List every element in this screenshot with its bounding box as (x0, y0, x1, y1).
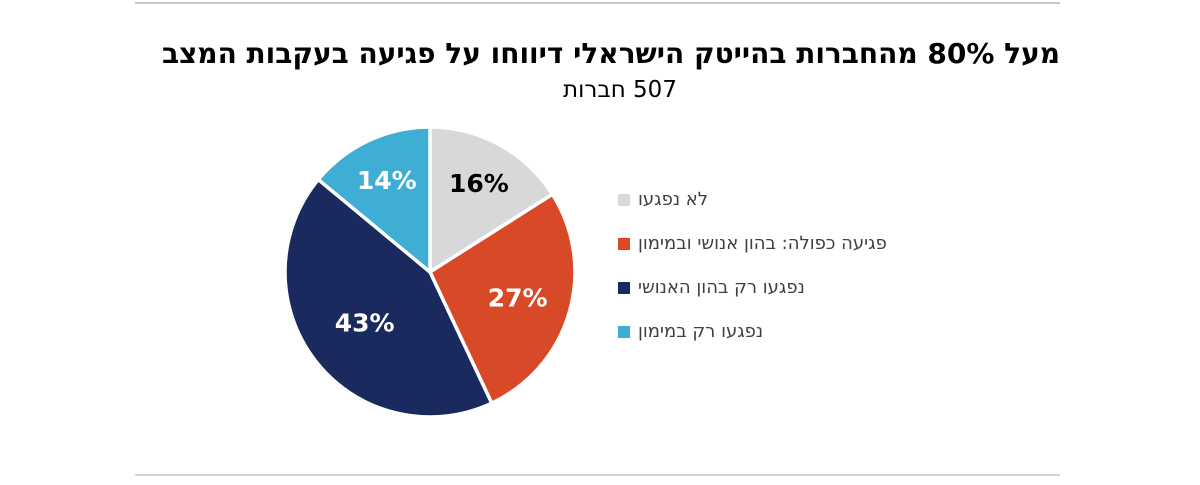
legend-item: נפגעו רק בהון האנושי (618, 275, 887, 301)
pie-chart: 16% 27% 43% 14% (283, 125, 577, 419)
legend-item: לא נפגעו (618, 187, 887, 213)
legend-swatch (618, 282, 630, 294)
legend-swatch (618, 326, 630, 338)
chart-border-top (135, 2, 1060, 4)
legend-label: נפגעו רק במימון (638, 321, 764, 342)
legend-swatch (618, 238, 630, 250)
legend-item: נפגעו רק במימון (618, 319, 887, 345)
legend: לא נפגעו פגיעה כפולה: בהון אנושי ובמימון נ… (618, 187, 887, 363)
pie-data-label: 16% (449, 169, 509, 198)
chart-title: מעל 80% מהחברות בהייטק הישראלי דיווחו על… (161, 37, 1060, 70)
pie-slice (316, 125, 432, 274)
legend-label: לא נפגעו (638, 189, 709, 210)
legend-label: נפגעו רק בהון האנושי (638, 277, 805, 298)
pie-data-label: 27% (488, 284, 548, 313)
chart-header: מעל 80% מהחברות בהייטק הישראלי דיווחו על… (135, 36, 1060, 105)
pie-data-label: 43% (335, 309, 395, 338)
pie-slice (428, 125, 555, 274)
chart-subtitle: 507 חברות (563, 77, 677, 103)
pie-slice (283, 177, 494, 419)
legend-item: פגיעה כפולה: בהון אנושי ובמימון (618, 231, 887, 257)
legend-label: פגיעה כפולה: בהון אנושי ובמימון (638, 233, 887, 254)
legend-swatch (618, 194, 630, 206)
pie-slice (428, 192, 577, 405)
chart-border-bottom (135, 474, 1060, 476)
pie-data-label: 14% (357, 166, 417, 195)
